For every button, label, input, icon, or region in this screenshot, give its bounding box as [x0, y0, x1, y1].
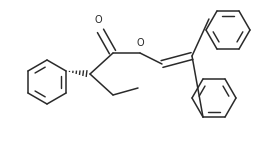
- Text: O: O: [94, 15, 102, 25]
- Text: O: O: [136, 38, 144, 48]
